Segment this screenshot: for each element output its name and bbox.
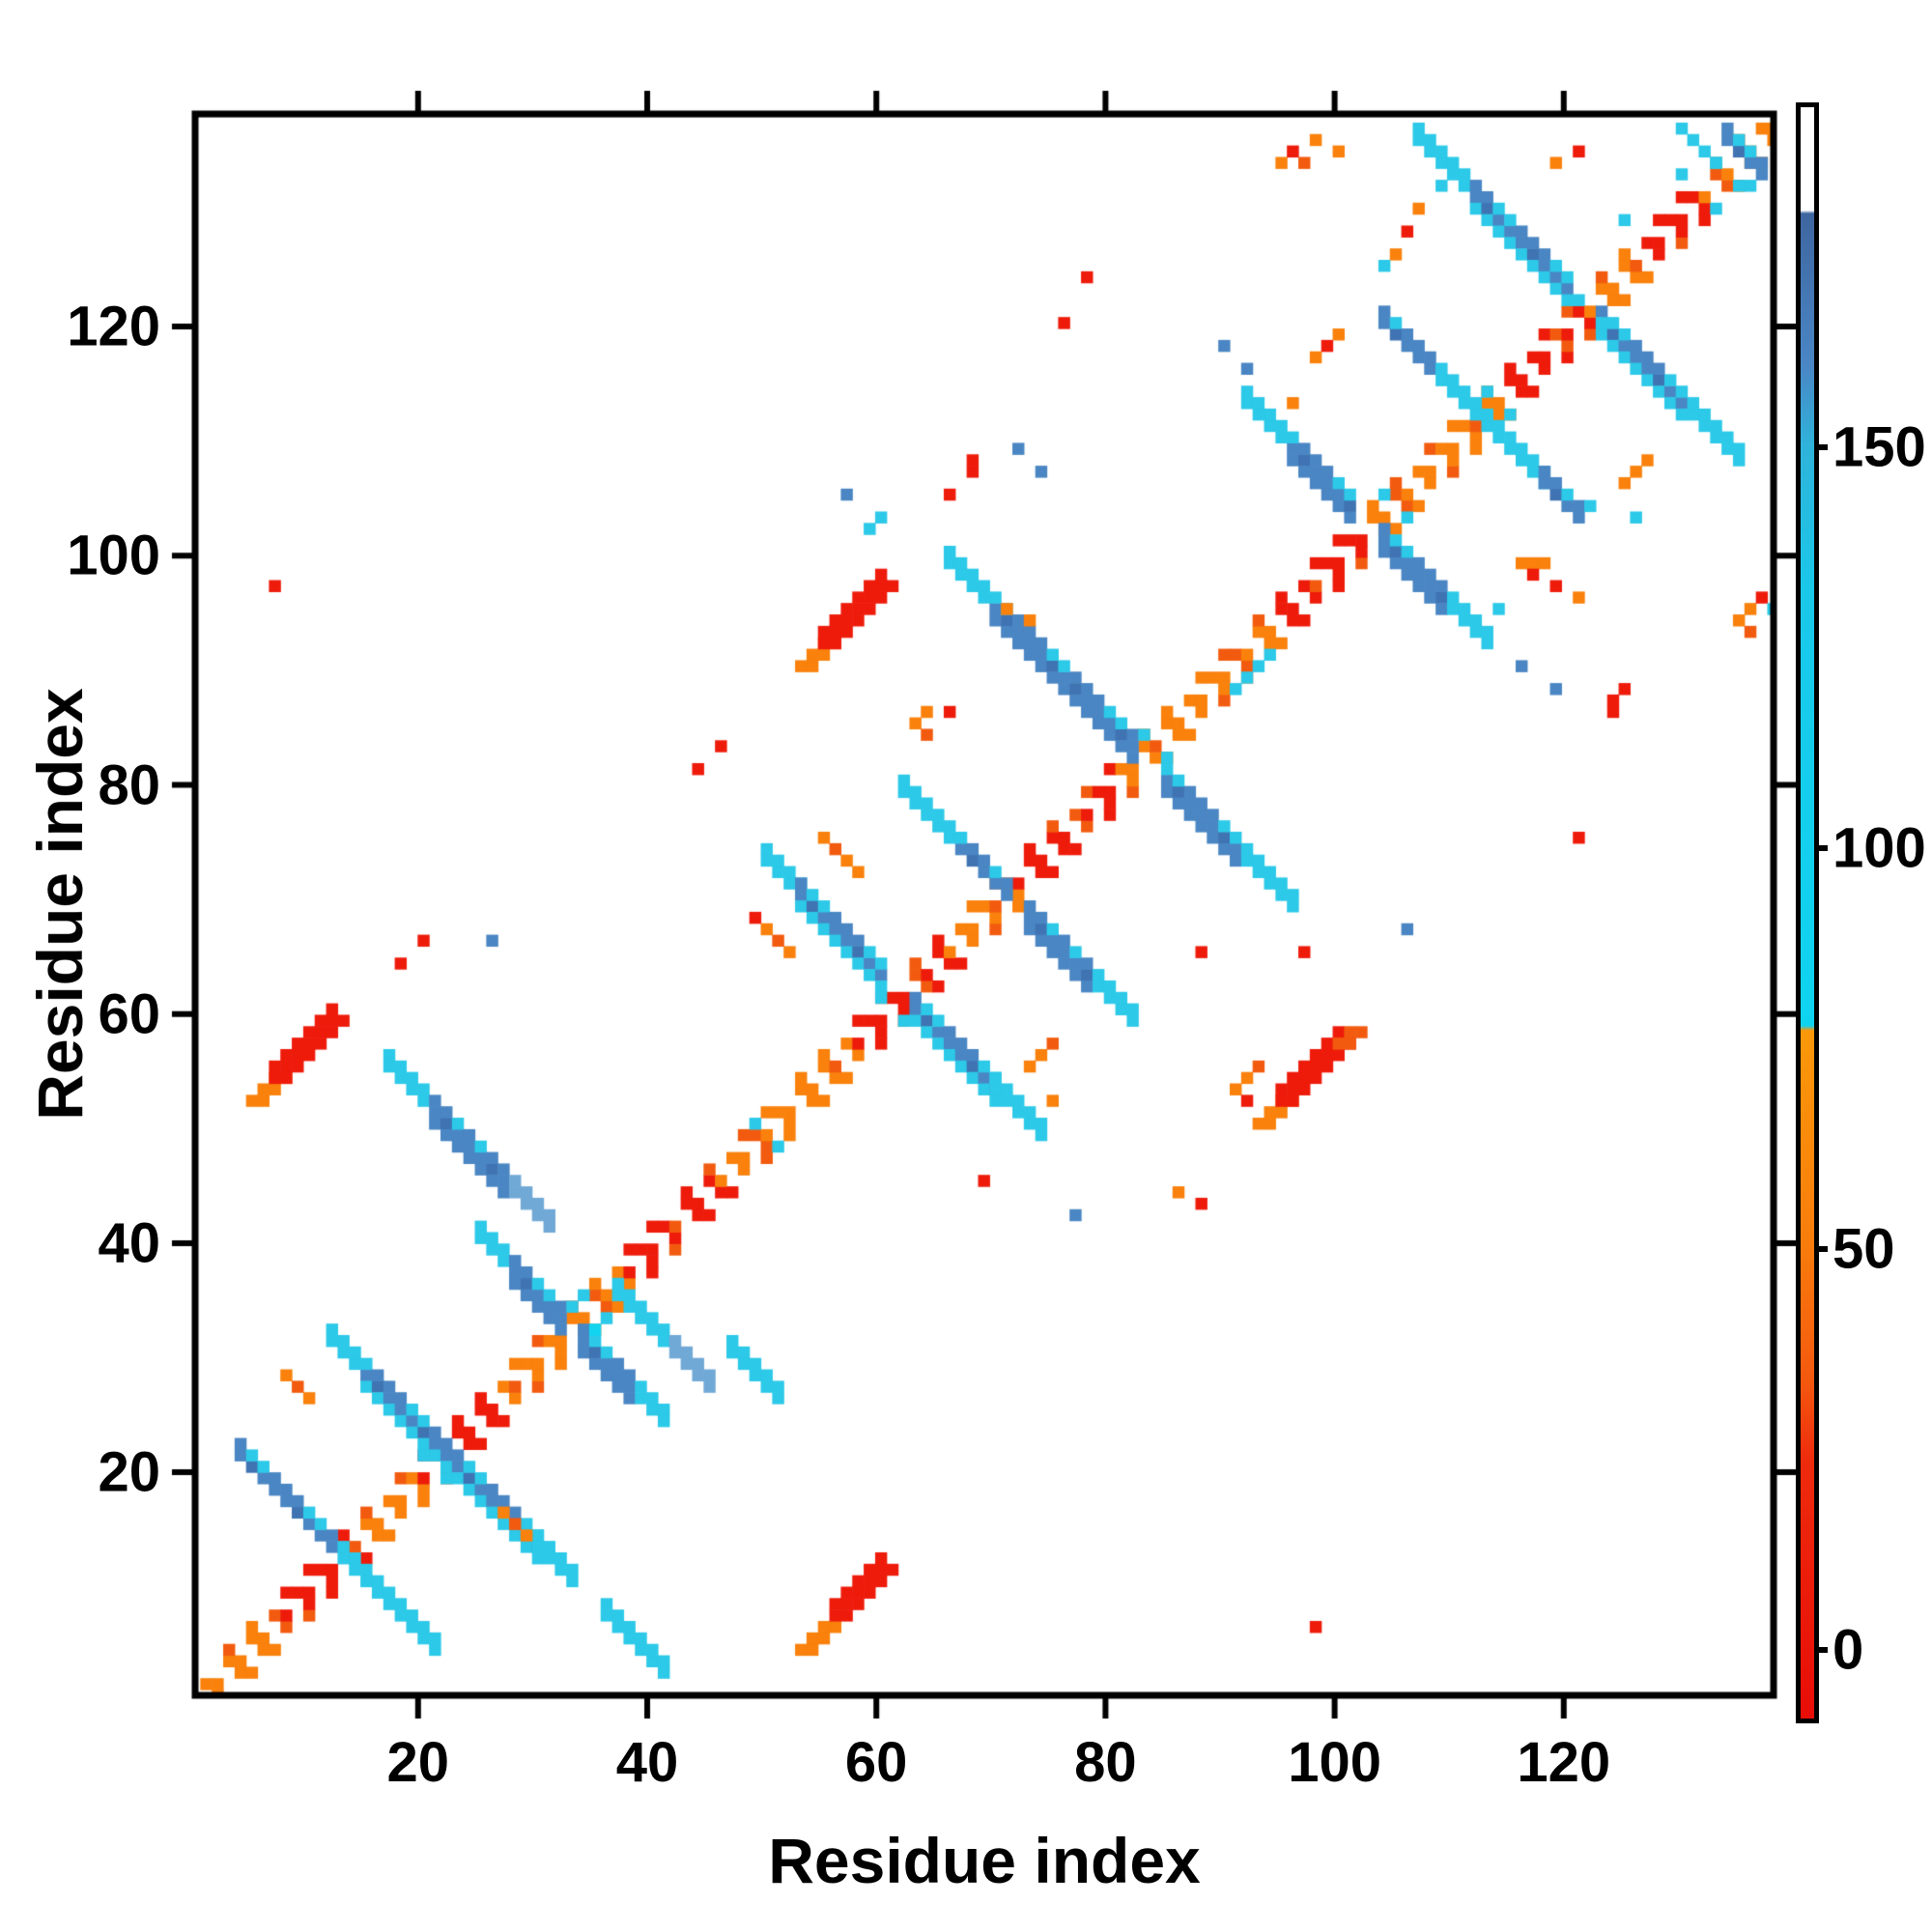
x-tick-label: 120 (1517, 1731, 1611, 1794)
x-tick-label: 40 (615, 1731, 679, 1794)
colorbar-tick (1814, 443, 1828, 450)
colorbar-tick-label: 0 (1833, 1618, 1864, 1682)
x-tick-label: 20 (386, 1731, 450, 1794)
y-tick-label: 60 (98, 982, 160, 1046)
colorbar-tick-label: 100 (1833, 816, 1926, 880)
y-axis-title: Residue index (24, 688, 96, 1121)
colorbar-tick (1814, 1245, 1828, 1252)
x-tick-label: 60 (844, 1731, 908, 1794)
y-tick-label: 100 (67, 524, 160, 587)
colorbar-tick-label: 50 (1833, 1217, 1895, 1281)
x-tick-label: 100 (1288, 1731, 1381, 1794)
y-tick-label: 20 (98, 1440, 160, 1504)
colorbar-tick (1814, 1646, 1828, 1653)
y-tick-label: 120 (67, 295, 160, 358)
y-tick-label: 40 (98, 1211, 160, 1275)
colorbar-tick (1814, 844, 1828, 851)
colorbar (1796, 102, 1819, 1723)
y-tick-label: 80 (98, 753, 160, 816)
x-axis-title: Residue index (768, 1825, 1201, 1896)
colorbar-tick-label: 150 (1833, 415, 1926, 479)
x-tick-label: 80 (1074, 1731, 1137, 1794)
